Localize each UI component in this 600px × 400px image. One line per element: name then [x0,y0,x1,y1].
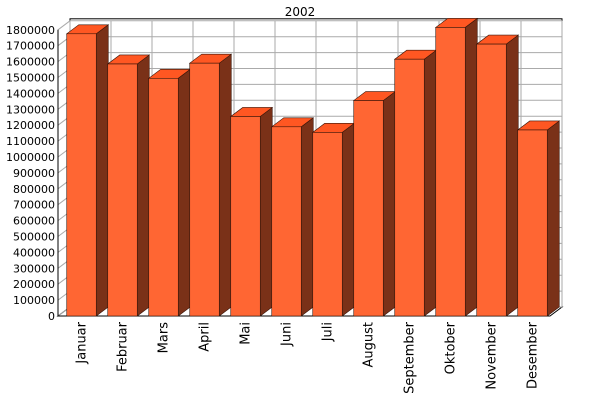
bar [230,116,261,317]
y-tick-label: 400000 [13,246,55,259]
bar-side [505,34,519,317]
x-tick-label: Desember [526,321,541,389]
y-tick-label: 0 [48,310,55,323]
bar-side [546,120,560,317]
y-tick-label: 300000 [13,262,55,275]
y-tick-label: 1700000 [6,40,55,53]
gridline-side [57,20,71,31]
y-tick-label: 600000 [13,215,55,228]
y-tick-label: 1300000 [6,103,55,116]
chart-title: 2002 [285,5,316,19]
x-tick-label: Januar [75,321,90,364]
bar-side [423,49,437,317]
y-tick-label: 900000 [13,167,55,180]
bar [435,27,466,317]
bar [517,129,548,317]
bar-side [341,122,355,317]
plot-area: 0 100000 200000 300000 400000 500000 600000 700… [6,17,564,394]
bar [271,126,302,317]
x-tick-label: Mai [239,322,254,345]
bar-side [218,53,232,317]
y-tick-label: 500000 [13,231,55,244]
bar [476,43,507,317]
y-tick-label: 800000 [13,183,55,196]
x-tick-label: September [403,321,418,394]
bar [148,77,179,317]
x-tick-label: April [198,322,213,352]
bar [107,63,138,317]
x-tick-label: Mars [157,322,172,354]
bar [189,62,220,317]
bar-side [177,68,191,317]
y-tick-label: 1200000 [6,119,55,132]
y-tick-label: 1000000 [6,151,55,164]
y-tick-label: 700000 [13,199,55,212]
y-tick-label: 1800000 [6,24,55,37]
y-tick-label: 100000 [13,294,55,307]
x-tick-label: Oktober [444,321,459,374]
y-tick-label: 1500000 [6,72,55,85]
x-tick-label: November [485,321,500,389]
x-tick-label: Juni [280,322,295,347]
bar-side [95,24,109,317]
x-tick-label: Februar [116,321,131,372]
bar-side [382,90,396,317]
bar-side [259,106,273,317]
bar [312,132,343,317]
x-tick-label: Juli [321,322,336,342]
bar [66,33,97,317]
bar [394,58,425,317]
bar-side [464,17,478,317]
y-tick-label: 200000 [13,278,55,291]
bar [353,100,384,317]
bar-side [300,117,314,317]
y-tick-label: 1600000 [6,56,55,69]
x-tick-label: August [362,322,377,368]
y-tick-label: 1100000 [6,135,55,148]
y-tick-label: 1400000 [6,87,55,100]
bar-side [136,54,150,317]
